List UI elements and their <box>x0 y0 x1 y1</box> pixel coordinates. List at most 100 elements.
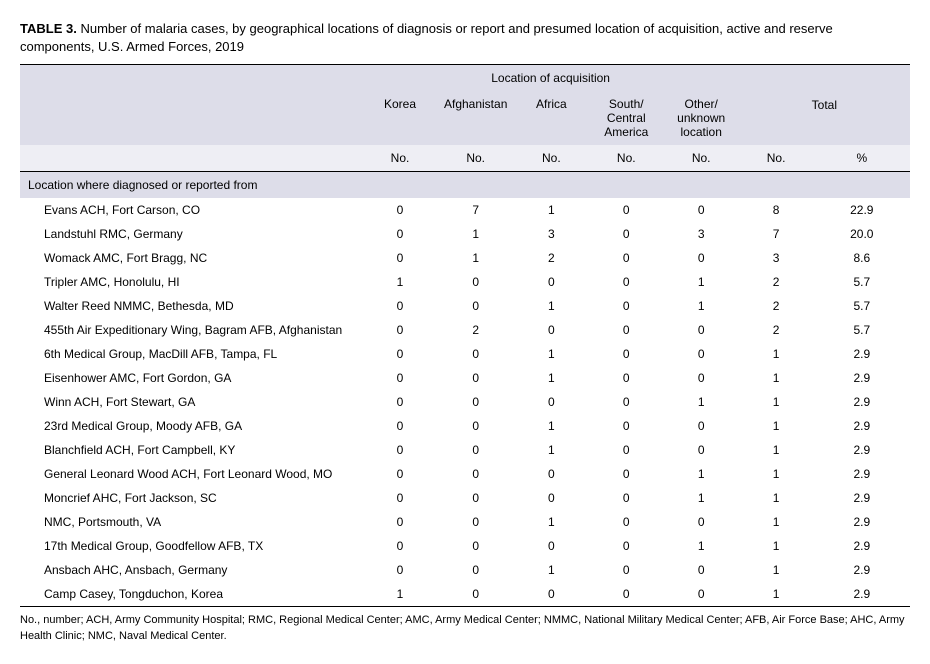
value-cell: 0 <box>589 582 664 607</box>
value-cell: 0 <box>363 510 438 534</box>
value-cell: 1 <box>514 294 589 318</box>
value-cell: 0 <box>589 534 664 558</box>
subheader-no-3: No. <box>589 145 664 172</box>
value-cell: 0 <box>589 390 664 414</box>
table-title: TABLE 3. Number of malaria cases, by geo… <box>20 20 910 56</box>
value-cell: 0 <box>437 534 513 558</box>
value-cell: 0 <box>363 414 438 438</box>
value-cell: 1 <box>514 342 589 366</box>
header-acq-col-1: Afghanistan <box>437 91 513 145</box>
location-cell: Evans ACH, Fort Carson, CO <box>20 198 363 222</box>
value-cell: 2 <box>437 318 513 342</box>
location-cell: Womack AMC, Fort Bragg, NC <box>20 246 363 270</box>
total-no-cell: 1 <box>739 510 814 534</box>
location-cell: 455th Air Expeditionary Wing, Bagram AFB… <box>20 318 363 342</box>
value-cell: 0 <box>589 270 664 294</box>
value-cell: 0 <box>514 486 589 510</box>
value-cell: 1 <box>664 390 739 414</box>
total-no-cell: 1 <box>739 366 814 390</box>
value-cell: 0 <box>363 294 438 318</box>
subheader-no-0: No. <box>363 145 438 172</box>
value-cell: 1 <box>664 486 739 510</box>
section-label: Location where diagnosed or reported fro… <box>20 172 910 199</box>
table-row: NMC, Portsmouth, VA0010012.9 <box>20 510 910 534</box>
value-cell: 0 <box>437 510 513 534</box>
header-blank-2 <box>20 91 363 145</box>
value-cell: 0 <box>363 318 438 342</box>
total-pct-cell: 2.9 <box>814 390 910 414</box>
subheader-no-1: No. <box>437 145 513 172</box>
subheader-no-2: No. <box>514 145 589 172</box>
value-cell: 0 <box>437 366 513 390</box>
value-cell: 3 <box>514 222 589 246</box>
total-pct-cell: 5.7 <box>814 294 910 318</box>
value-cell: 0 <box>589 510 664 534</box>
total-pct-cell: 2.9 <box>814 510 910 534</box>
total-pct-cell: 2.9 <box>814 438 910 462</box>
total-pct-cell: 20.0 <box>814 222 910 246</box>
value-cell: 0 <box>514 390 589 414</box>
total-pct-cell: 2.9 <box>814 534 910 558</box>
value-cell: 0 <box>437 342 513 366</box>
location-cell: 17th Medical Group, Goodfellow AFB, TX <box>20 534 363 558</box>
value-cell: 0 <box>514 462 589 486</box>
value-cell: 1 <box>514 414 589 438</box>
total-pct-cell: 5.7 <box>814 318 910 342</box>
header-acq-col-2: Africa <box>514 91 589 145</box>
location-cell: 6th Medical Group, MacDill AFB, Tampa, F… <box>20 342 363 366</box>
table-row: Camp Casey, Tongduchon, Korea1000012.9 <box>20 582 910 607</box>
value-cell: 0 <box>589 414 664 438</box>
value-cell: 0 <box>589 222 664 246</box>
footnote: No., number; ACH, Army Community Hospita… <box>20 613 910 644</box>
value-cell: 1 <box>664 270 739 294</box>
table-row: 6th Medical Group, MacDill AFB, Tampa, F… <box>20 342 910 366</box>
total-no-cell: 1 <box>739 390 814 414</box>
value-cell: 0 <box>437 462 513 486</box>
total-no-cell: 8 <box>739 198 814 222</box>
value-cell: 0 <box>363 246 438 270</box>
total-no-cell: 2 <box>739 318 814 342</box>
value-cell: 0 <box>363 342 438 366</box>
total-pct-cell: 2.9 <box>814 414 910 438</box>
value-cell: 1 <box>514 366 589 390</box>
header-acq-col-0: Korea <box>363 91 438 145</box>
value-cell: 0 <box>589 462 664 486</box>
value-cell: 0 <box>664 414 739 438</box>
location-cell: Moncrief AHC, Fort Jackson, SC <box>20 486 363 510</box>
value-cell: 0 <box>664 198 739 222</box>
subheader-total-no: No. <box>739 145 814 172</box>
value-cell: 7 <box>437 198 513 222</box>
value-cell: 0 <box>363 222 438 246</box>
location-cell: General Leonard Wood ACH, Fort Leonard W… <box>20 462 363 486</box>
value-cell: 0 <box>589 486 664 510</box>
value-cell: 0 <box>437 558 513 582</box>
table-row: Blanchfield ACH, Fort Campbell, KY001001… <box>20 438 910 462</box>
total-pct-cell: 2.9 <box>814 558 910 582</box>
total-no-cell: 7 <box>739 222 814 246</box>
value-cell: 0 <box>664 510 739 534</box>
location-cell: NMC, Portsmouth, VA <box>20 510 363 534</box>
value-cell: 1 <box>363 270 438 294</box>
total-pct-cell: 2.9 <box>814 342 910 366</box>
total-no-cell: 1 <box>739 582 814 607</box>
header-blank-3 <box>20 145 363 172</box>
total-no-cell: 1 <box>739 342 814 366</box>
location-cell: 23rd Medical Group, Moody AFB, GA <box>20 414 363 438</box>
value-cell: 0 <box>589 342 664 366</box>
total-pct-cell: 5.7 <box>814 270 910 294</box>
total-no-cell: 2 <box>739 294 814 318</box>
total-no-cell: 2 <box>739 270 814 294</box>
location-cell: Blanchfield ACH, Fort Campbell, KY <box>20 438 363 462</box>
value-cell: 0 <box>514 318 589 342</box>
total-pct-cell: 22.9 <box>814 198 910 222</box>
total-pct-cell: 2.9 <box>814 462 910 486</box>
table-row: 455th Air Expeditionary Wing, Bagram AFB… <box>20 318 910 342</box>
value-cell: 0 <box>437 390 513 414</box>
value-cell: 0 <box>363 198 438 222</box>
total-pct-cell: 8.6 <box>814 246 910 270</box>
value-cell: 0 <box>664 342 739 366</box>
table-row: Eisenhower AMC, Fort Gordon, GA0010012.9 <box>20 366 910 390</box>
header-acq-col-4: Other/ unknown location <box>664 91 739 145</box>
table-label: TABLE 3. <box>20 21 77 36</box>
table-row: Evans ACH, Fort Carson, CO07100822.9 <box>20 198 910 222</box>
